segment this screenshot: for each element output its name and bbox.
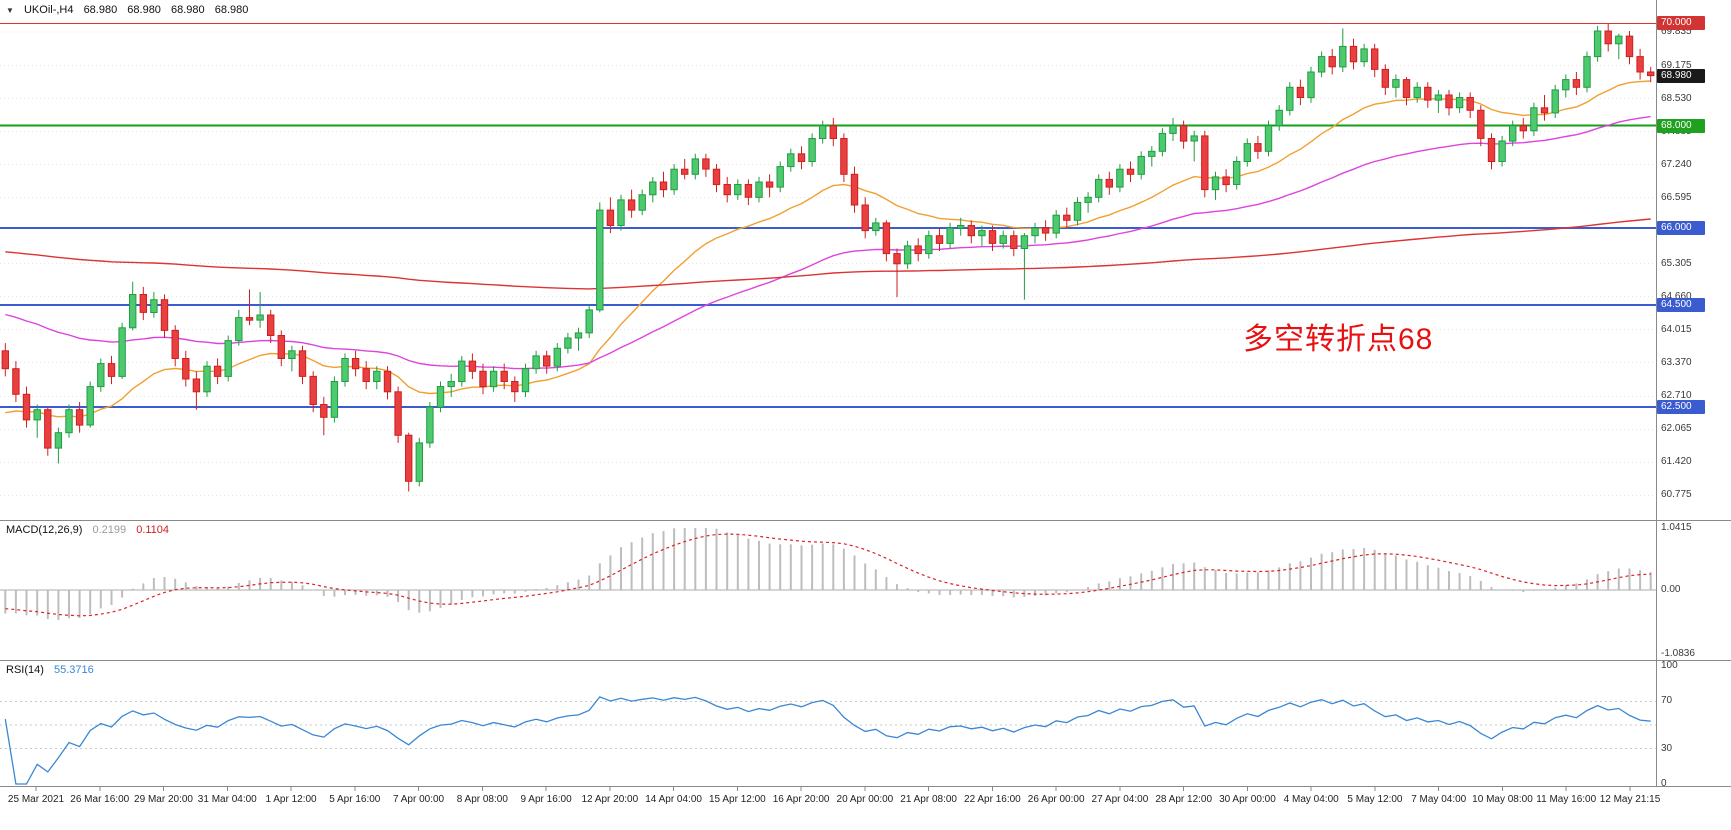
price-line-badge: 68.000 — [1657, 118, 1705, 133]
time-label: 5 Apr 16:00 — [329, 794, 381, 805]
macd-scale-label: 0.00 — [1661, 583, 1681, 595]
price-scale-label: 69.175 — [1661, 59, 1692, 71]
quote-close: 68.980 — [214, 4, 249, 16]
time-label: 21 Apr 08:00 — [900, 794, 957, 805]
time-label: 30 Apr 00:00 — [1219, 794, 1276, 805]
price-scale-label: 66.595 — [1661, 191, 1692, 203]
rsi-scale-label: 70 — [1661, 695, 1673, 707]
quote-open: 68.980 — [83, 4, 118, 16]
price-scale-label: 60.775 — [1661, 489, 1692, 501]
chart-annotation: 多空转折点68 — [1243, 323, 1434, 356]
price-scale-label: 65.305 — [1661, 257, 1692, 269]
rsi-label: RSI(14) — [6, 664, 44, 676]
price-line-badge: 70.000 — [1657, 16, 1705, 31]
macd-value: 0.2199 — [92, 524, 127, 536]
macd-header: MACD(12,26,9) 0.2199 0.1104 — [6, 524, 176, 536]
time-label: 11 May 16:00 — [1536, 794, 1597, 805]
price-scale-label: 61.420 — [1661, 456, 1692, 468]
symbol-header: ▼ UKOil-,H4 68.980 68.980 68.980 68.980 — [6, 4, 255, 16]
rsi-scale-label: 0 — [1661, 778, 1667, 789]
price-scale-label: 62.710 — [1661, 390, 1692, 402]
time-label: 15 Apr 12:00 — [709, 794, 766, 805]
collapse-arrow-icon[interactable]: ▼ — [6, 6, 14, 15]
time-label: 26 Mar 16:00 — [70, 794, 130, 805]
rsi-scale-label: 100 — [1661, 660, 1678, 671]
time-label: 7 Apr 00:00 — [392, 794, 445, 805]
time-label: 4 May 04:00 — [1283, 794, 1339, 805]
time-label: 31 Mar 04:00 — [197, 794, 257, 805]
time-label: 12 Apr 20:00 — [581, 794, 639, 805]
price-line-badge: 62.500 — [1657, 400, 1705, 415]
price-scale-label: 69.835 — [1661, 25, 1692, 37]
time-label: 29 Mar 20:00 — [134, 794, 193, 805]
macd-scale-label: -1.0836 — [1661, 648, 1695, 659]
time-label: 5 May 12:00 — [1347, 794, 1403, 805]
macd-signal-value: 0.1104 — [136, 524, 170, 536]
time-label: 9 Apr 16:00 — [520, 794, 572, 805]
price-line-badge: 68.980 — [1657, 68, 1705, 83]
time-label: 7 May 04:00 — [1411, 794, 1467, 805]
price-scale-label: 68.530 — [1661, 92, 1692, 104]
price-scale-label: 63.370 — [1661, 356, 1692, 368]
rsi-scale-label: 30 — [1661, 742, 1673, 754]
time-label: 22 Apr 16:00 — [964, 794, 1021, 805]
time-label: 14 Apr 04:00 — [645, 794, 702, 805]
time-label: 25 Mar 2021 — [7, 794, 65, 805]
time-label: 8 Apr 08:00 — [456, 794, 508, 805]
time-label: 27 Apr 04:00 — [1091, 794, 1149, 805]
time-label: 12 May 21:15 — [1599, 794, 1661, 805]
time-label: 16 Apr 20:00 — [772, 794, 830, 805]
price-scale-label: 64.015 — [1661, 323, 1692, 335]
time-label: 1 Apr 12:00 — [265, 794, 317, 805]
quote-low: 68.980 — [171, 4, 205, 16]
rsi-value: 55.3716 — [53, 664, 94, 676]
time-label: 10 May 08:00 — [1472, 794, 1533, 805]
rsi-header: RSI(14) 55.3716 — [6, 664, 101, 676]
price-line-badge: 66.000 — [1657, 221, 1705, 236]
macd-scale-label: 1.0415 — [1661, 522, 1692, 533]
time-label: 28 Apr 12:00 — [1155, 794, 1213, 805]
symbol-title: UKOil-,H4 — [23, 4, 74, 16]
price-scale-label: 67.240 — [1661, 158, 1692, 170]
price-scale-label: 64.660 — [1661, 290, 1692, 302]
price-scale-label: 62.065 — [1661, 423, 1692, 435]
macd-label: MACD(12,26,9) — [6, 524, 83, 536]
quote-high: 68.980 — [127, 4, 161, 16]
time-label: 26 Apr 00:00 — [1027, 794, 1085, 805]
time-label: 20 Apr 00:00 — [836, 794, 894, 805]
price-line-badge: 64.500 — [1657, 297, 1705, 312]
